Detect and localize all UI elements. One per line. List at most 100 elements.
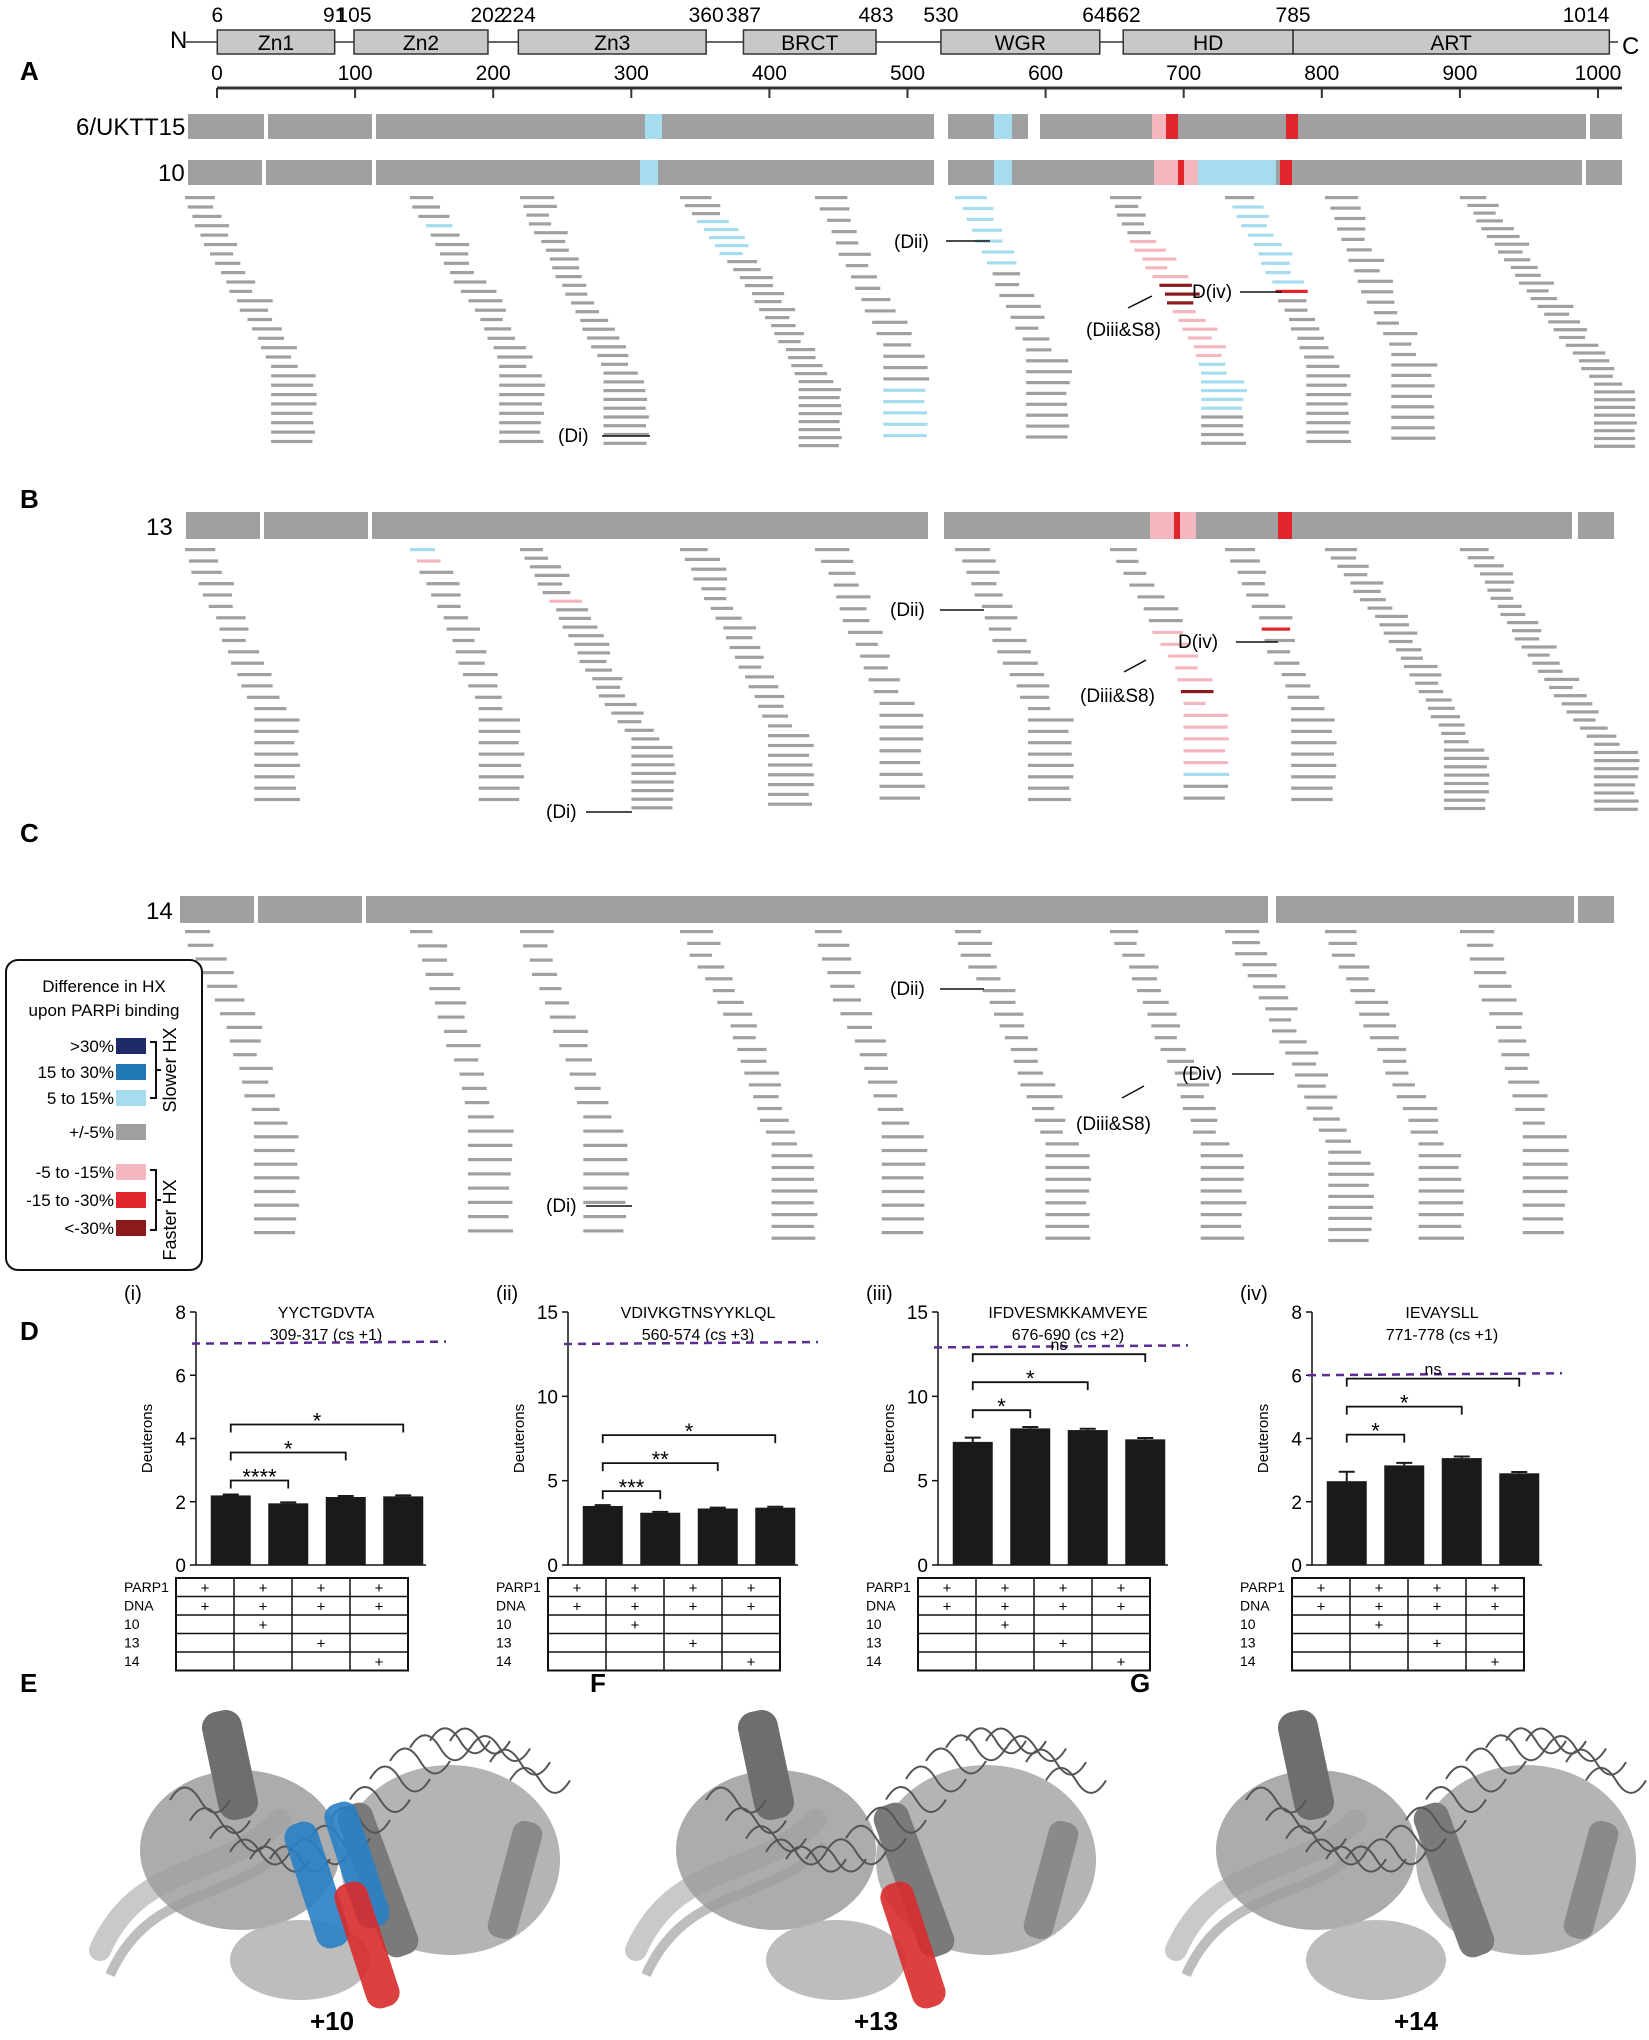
peptide-bar — [1201, 406, 1242, 410]
peptide-bar — [1341, 237, 1365, 241]
peptide-bar — [412, 205, 441, 209]
coverage-segment — [186, 512, 260, 539]
domain-box-zn2 — [353, 29, 489, 55]
peptide-bar — [583, 1143, 628, 1147]
peptide-bar — [1504, 1066, 1528, 1070]
axis-tick-label: 100 — [338, 62, 373, 85]
coil-loop — [1385, 1824, 1447, 1852]
peptide-bar — [418, 214, 450, 218]
table-row-label: PARP1 — [496, 1579, 541, 1595]
peptide-bar — [1512, 1094, 1548, 1098]
coil-loop — [1285, 1825, 1347, 1853]
peptide-bar — [1183, 725, 1228, 729]
panel-letter-a: A — [20, 56, 39, 86]
peptide-bar — [1467, 203, 1499, 207]
table-mark: + — [573, 1599, 582, 1616]
peptide-bar — [227, 650, 260, 654]
peptide-bar — [254, 718, 300, 722]
peptide-bar — [214, 998, 245, 1002]
table-row-label: 14 — [496, 1653, 512, 1669]
peptide-bar — [1544, 312, 1570, 316]
bar-chart-4: (iv) IEVAYSLL 771-778 (cs +1) 0 2 4 6 8 Deuteron… — [1240, 1283, 1563, 1672]
peptide-bar — [1515, 273, 1541, 277]
peptide-bar — [1579, 726, 1608, 730]
peptide-bar — [879, 737, 924, 741]
peptide-bar — [416, 559, 441, 563]
peptide-bar — [577, 1101, 609, 1105]
table-mark: + — [1375, 1580, 1384, 1597]
peptide-bar — [1127, 231, 1151, 235]
chart-subtitle: 771-778 (cs +1) — [1386, 1327, 1499, 1344]
peptide-bar — [603, 415, 649, 419]
peptide-bar — [523, 944, 548, 948]
peptide-bar — [1258, 996, 1289, 1000]
peptide-bar — [253, 1176, 300, 1180]
peptide-bar — [1002, 661, 1038, 665]
peptide-bar — [1247, 974, 1277, 978]
bar — [1441, 1458, 1482, 1565]
peptide-bar — [524, 556, 549, 560]
peptide-bar — [1522, 1121, 1545, 1125]
peptide-bar — [771, 1213, 818, 1217]
peptide-bar — [1460, 548, 1489, 552]
peptide-bar — [1343, 573, 1368, 577]
peptide-bar — [883, 354, 925, 358]
peptide-bar — [1196, 353, 1222, 358]
chart-title: IEVAYSLL — [1405, 1305, 1478, 1322]
peptide-bar — [1391, 352, 1416, 357]
peptide-bar — [680, 548, 708, 552]
peptide-bar — [1022, 337, 1050, 341]
row-label-14: 14 — [146, 898, 173, 925]
peptide-bar — [879, 725, 924, 729]
peptide-bar — [541, 239, 566, 244]
peptide-bar — [1391, 426, 1435, 430]
peptide-bar — [1183, 796, 1225, 800]
peptide-bar — [715, 616, 742, 620]
coil-loop — [785, 1845, 847, 1873]
domain-start-number: 105 — [336, 4, 371, 27]
callout-di-c: (Di) — [546, 1196, 577, 1217]
bar — [640, 1512, 681, 1565]
peptide-bar — [185, 548, 216, 552]
peptide-bar — [271, 383, 314, 387]
bar — [697, 1508, 738, 1565]
peptide-bar — [271, 402, 317, 406]
peptide-bar — [1230, 559, 1260, 563]
coverage-highlight — [1166, 114, 1178, 139]
chart-title: YYCTGDVTA — [278, 1305, 375, 1322]
peptide-bar — [631, 806, 673, 810]
peptide-bar — [603, 441, 647, 445]
peptide-bar — [1350, 989, 1376, 993]
peptide-bar — [879, 713, 924, 717]
peptide-bar — [1137, 595, 1165, 599]
peptide-bar — [254, 707, 287, 711]
peptide-bar — [1519, 281, 1554, 285]
peptide-bar — [839, 607, 867, 611]
peptide-bar — [1522, 1162, 1568, 1166]
peptide-bar — [499, 439, 544, 444]
peptide-bar — [759, 1118, 789, 1122]
y-tick-label: 6 — [175, 1366, 186, 1387]
peptide-bar — [1490, 596, 1514, 600]
coil-loop — [1045, 1766, 1107, 1794]
bar — [1326, 1481, 1367, 1565]
peptide-bar — [271, 364, 298, 368]
peptide-bar — [876, 332, 912, 336]
protein-lobe — [1216, 1770, 1416, 1930]
bar-charts: (i) YYCTGDVTA 309-317 (cs +1) 0 2 4 6 8 Deuteron… — [124, 1283, 1563, 1672]
peptide-bar — [493, 346, 526, 350]
peptide-bar — [1392, 1083, 1415, 1087]
peptide-bar — [1313, 1117, 1340, 1121]
table-row-label: PARP1 — [1240, 1579, 1285, 1595]
peptide-bar — [768, 773, 814, 777]
coverage-highlight — [1178, 160, 1184, 185]
peptide-bar — [603, 371, 638, 375]
peptide-bar — [815, 930, 842, 934]
peptide-bar — [254, 797, 300, 802]
table-mark: + — [259, 1580, 268, 1597]
peptide-bar — [1291, 786, 1333, 790]
peptide-bar — [872, 320, 908, 324]
peptide-bar — [1167, 301, 1194, 305]
peptide-bar — [1265, 271, 1291, 275]
callouts: (Dii) D(iv) (Diii&S8) (Di) (Dii) D(iv) (… — [546, 232, 1282, 1217]
